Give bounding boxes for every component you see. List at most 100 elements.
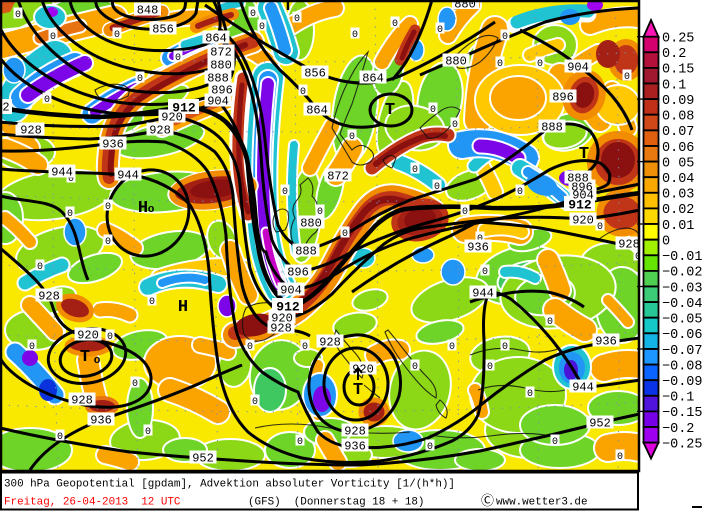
svg-text:−0.08: −0.08	[662, 359, 703, 374]
svg-text:0: 0	[437, 25, 443, 36]
svg-text:928: 928	[270, 322, 292, 336]
svg-text:0: 0	[635, 252, 641, 263]
svg-text:0: 0	[552, 437, 558, 448]
svg-text:880: 880	[210, 59, 232, 73]
svg-text:0: 0	[44, 95, 50, 106]
svg-text:H: H	[178, 298, 188, 317]
svg-text:0: 0	[412, 165, 418, 176]
svg-text:848: 848	[137, 4, 159, 18]
svg-text:928: 928	[38, 290, 60, 304]
svg-text:0: 0	[105, 237, 111, 248]
svg-text:888: 888	[295, 245, 317, 259]
svg-text:928: 928	[149, 124, 171, 138]
svg-text:912: 912	[568, 198, 592, 213]
svg-text:T: T	[579, 145, 589, 164]
svg-text:0: 0	[137, 74, 143, 85]
svg-text:−0.04: −0.04	[662, 297, 703, 312]
svg-text:0: 0	[502, 342, 508, 353]
svg-text:0: 0	[297, 437, 303, 448]
svg-text:912: 912	[172, 101, 196, 116]
svg-text:864: 864	[205, 32, 227, 46]
svg-text:0.2: 0.2	[662, 47, 686, 62]
svg-text:856: 856	[304, 67, 326, 81]
svg-text:−0.1: −0.1	[662, 391, 694, 406]
svg-text:−0.15: −0.15	[662, 406, 703, 421]
svg-text:0: 0	[105, 202, 111, 213]
svg-text:920: 920	[161, 111, 183, 125]
svg-text:0: 0	[250, 9, 256, 20]
svg-text:0: 0	[294, 14, 300, 25]
svg-text:0: 0	[662, 235, 670, 250]
svg-text:0: 0	[145, 427, 151, 438]
svg-text:0: 0	[617, 452, 623, 463]
svg-text:0: 0	[462, 207, 468, 218]
svg-text:872: 872	[327, 170, 349, 184]
svg-text:0: 0	[317, 207, 323, 218]
svg-text:0: 0	[427, 442, 433, 453]
svg-text:o: o	[148, 204, 155, 216]
svg-text:2: 2	[2, 101, 9, 115]
svg-text:−0.06: −0.06	[662, 328, 703, 343]
svg-text:864: 864	[306, 104, 328, 118]
svg-text:880: 880	[445, 55, 467, 69]
svg-text:0 05: 0 05	[662, 156, 694, 171]
svg-text:952: 952	[192, 452, 214, 466]
svg-text:920: 920	[77, 329, 99, 343]
svg-text:928: 928	[319, 336, 341, 350]
svg-text:0: 0	[50, 32, 56, 43]
svg-text:896: 896	[211, 84, 233, 98]
svg-text:0: 0	[15, 10, 21, 21]
svg-text:0: 0	[502, 32, 508, 43]
svg-text:0: 0	[67, 209, 73, 220]
svg-text:904: 904	[207, 95, 229, 109]
svg-text:888: 888	[207, 72, 229, 86]
svg-text:0: 0	[342, 229, 348, 240]
svg-text:896: 896	[552, 91, 574, 105]
svg-text:928: 928	[344, 425, 366, 439]
svg-text:0.02: 0.02	[662, 203, 694, 218]
svg-text:0: 0	[68, 174, 74, 185]
svg-text:0: 0	[252, 397, 258, 408]
svg-text:0.25: 0.25	[662, 32, 694, 47]
svg-text:920: 920	[572, 214, 594, 228]
svg-text:0.09: 0.09	[662, 94, 694, 109]
svg-text:936: 936	[102, 138, 124, 152]
svg-text:0: 0	[517, 187, 523, 198]
svg-text:936: 936	[344, 440, 366, 454]
svg-text:0.06: 0.06	[662, 141, 694, 156]
svg-text:−0.25: −0.25	[662, 437, 703, 452]
svg-text:0: 0	[624, 72, 630, 83]
svg-text:0: 0	[537, 59, 543, 70]
svg-text:300 hPa Geopotential [gpdam],: 300 hPa Geopotential [gpdam], Advektion …	[4, 479, 455, 491]
svg-text:0.04: 0.04	[662, 172, 694, 187]
svg-text:936: 936	[90, 414, 112, 428]
svg-text:(GFS) (Donnerstag 18 + 18): (GFS) (Donnerstag 18 + 18)	[248, 497, 424, 509]
svg-text:0: 0	[527, 389, 533, 400]
svg-text:904: 904	[280, 284, 302, 298]
svg-text:0: 0	[300, 87, 306, 98]
svg-text:−0.02: −0.02	[662, 266, 703, 281]
svg-text:920: 920	[352, 363, 374, 377]
svg-text:−0.03: −0.03	[662, 281, 703, 296]
svg-text:856: 856	[152, 23, 174, 37]
svg-text:0: 0	[37, 262, 43, 273]
svg-text:−0.09: −0.09	[662, 375, 703, 390]
svg-text:0: 0	[597, 222, 603, 233]
svg-text:0: 0	[247, 342, 253, 353]
svg-text:944: 944	[117, 169, 139, 183]
svg-text:880: 880	[454, 0, 476, 12]
svg-text:888: 888	[541, 121, 563, 135]
svg-text:0.1: 0.1	[662, 78, 686, 93]
svg-text:912: 912	[276, 300, 300, 315]
svg-text:864: 864	[362, 72, 384, 86]
svg-text:0.01: 0.01	[662, 219, 694, 234]
svg-text:0: 0	[430, 105, 436, 116]
svg-text:0.07: 0.07	[662, 125, 694, 140]
svg-text:0: 0	[482, 267, 488, 278]
svg-text:936: 936	[595, 335, 617, 349]
svg-text:www.wetter3.de: www.wetter3.de	[496, 497, 588, 509]
svg-text:Freitag, 26-04-2013 12 UTC: Freitag, 26-04-2013 12 UTC	[4, 497, 181, 509]
svg-text:−0.07: −0.07	[662, 344, 703, 359]
svg-text:0: 0	[412, 362, 418, 373]
svg-text:888: 888	[567, 172, 589, 186]
